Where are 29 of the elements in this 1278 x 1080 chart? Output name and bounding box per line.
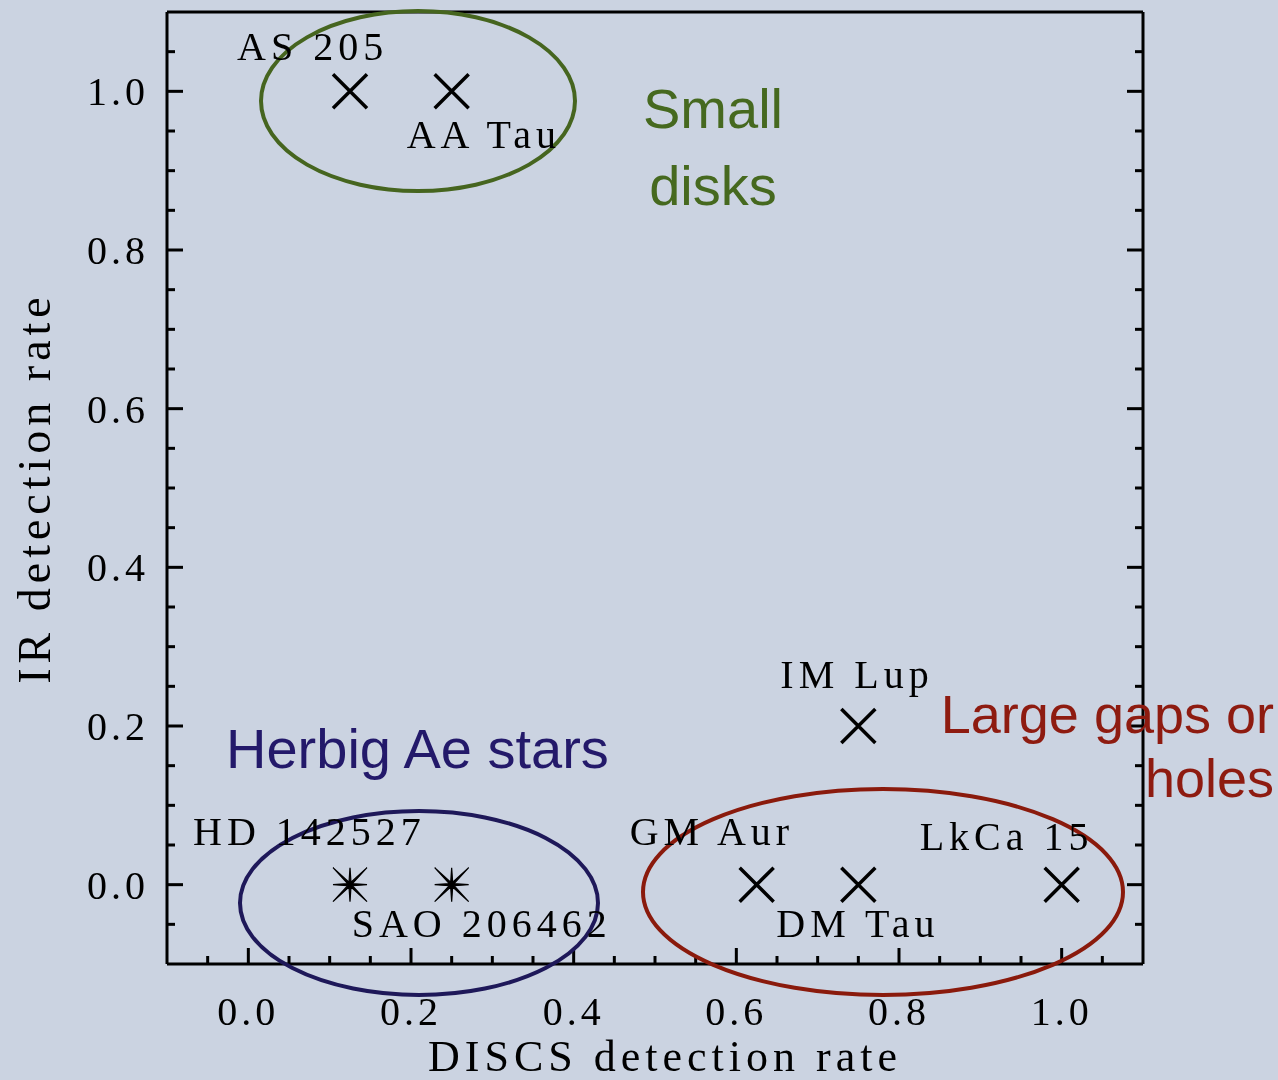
x-tick-label: 0.6 bbox=[705, 989, 768, 1034]
x-tick-label: 1.0 bbox=[1030, 989, 1093, 1034]
y-tick-label: 0.0 bbox=[87, 862, 149, 908]
y-tick-label: 0.8 bbox=[87, 228, 149, 273]
point bbox=[332, 867, 368, 903]
x-tick-label: 0.2 bbox=[380, 989, 442, 1034]
y-tick-label: 0.6 bbox=[87, 386, 149, 432]
y-axis-title: IR detection rate bbox=[9, 292, 60, 684]
series-label: AS 205 bbox=[237, 24, 389, 70]
x-tick-label: 0.0 bbox=[217, 989, 280, 1034]
legend-label: LkCa 15 bbox=[919, 813, 1094, 859]
y-tick-label: 0.4 bbox=[87, 545, 149, 591]
series-label: IM Lup bbox=[780, 652, 934, 697]
annotation: Herbig Ae stars bbox=[226, 717, 609, 780]
point bbox=[434, 867, 470, 903]
x-tick-label: 0.8 bbox=[868, 989, 930, 1034]
point bbox=[432, 72, 471, 111]
point bbox=[331, 72, 369, 111]
series-label: DM Tau bbox=[776, 900, 940, 946]
x-axis-title: DISCS detection rate bbox=[428, 1032, 902, 1080]
x-tick-label: 0.4 bbox=[542, 989, 605, 1034]
point bbox=[737, 865, 776, 904]
point bbox=[839, 865, 878, 904]
point bbox=[1042, 865, 1081, 904]
annotation: Small disks bbox=[642, 77, 784, 217]
y-tick-label: 1.0 bbox=[87, 69, 149, 115]
series-label: AA Tau bbox=[406, 112, 561, 158]
point bbox=[839, 707, 878, 745]
y-tick-label: 0.2 bbox=[87, 704, 149, 749]
